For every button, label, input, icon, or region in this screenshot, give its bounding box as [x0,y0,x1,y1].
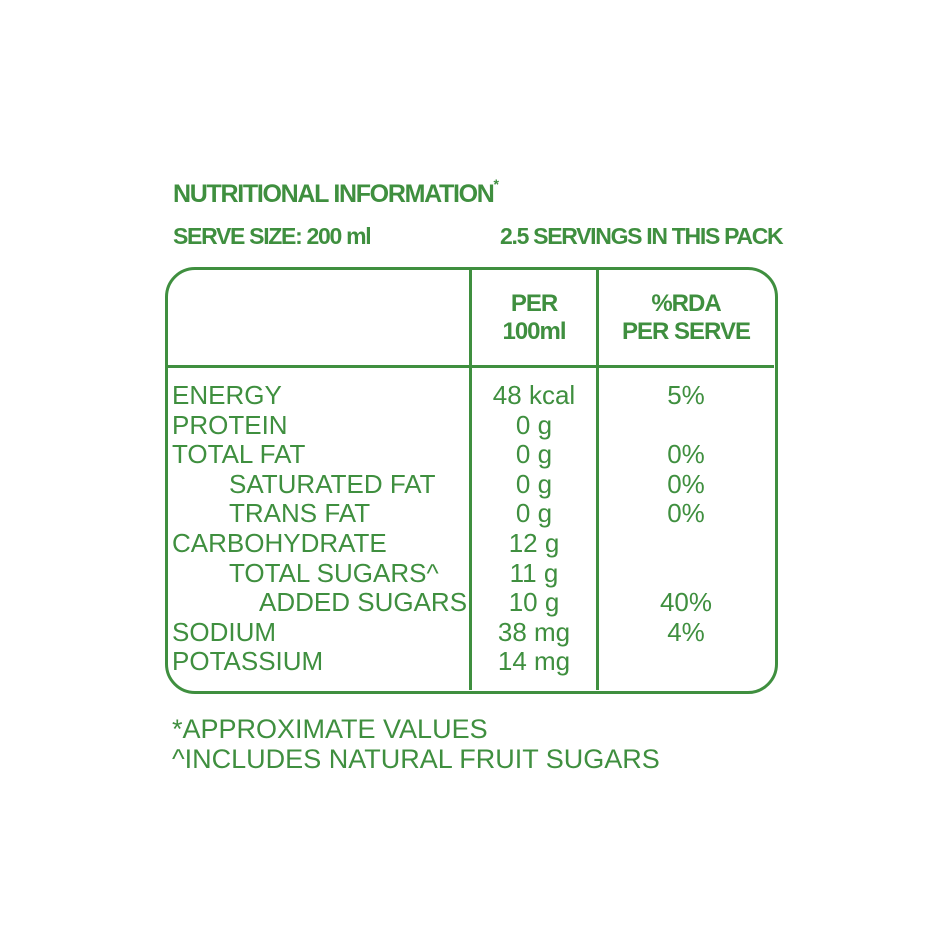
column-divider [596,268,599,690]
nutrient-name: SATURATED FAT [229,468,436,499]
rda-value: 0% [667,439,705,470]
serve-size: SERVE SIZE: 200 ml [173,223,372,249]
per-100ml-value: 14 mg [497,646,571,677]
per-100ml-value: 12 g [508,528,560,558]
per-100ml-value: 10 g [508,587,560,618]
nutrient-name: TOTAL SUGARS^ [229,557,439,588]
header-line: 100ml [502,318,566,345]
title-asterisk: * [493,176,500,192]
per-100ml-value: 48 kcal [492,380,576,410]
header-line: PER [510,290,558,317]
per-100ml-value: 0 g [515,439,553,470]
nutrient-name: PROTEIN [172,409,288,440]
column-header-per-100ml: PER 100ml [470,290,598,346]
header-line: %RDA [651,290,721,317]
header-line: PER SERVE [622,318,751,345]
servings-per-pack: 2.5 SERVINGS IN THIS PACK [500,223,784,249]
footnote-approximate: *APPROXIMATE VALUES [172,714,488,744]
rda-value: 40% [659,587,713,618]
title-text: NUTRITIONAL INFORMATION [173,180,495,208]
rda-value: 0% [667,498,705,529]
nutrient-name: ADDED SUGARS [259,587,468,618]
rda-value: 4% [667,616,705,647]
nutrient-name: TOTAL FAT [172,439,306,470]
nutrient-name: TRANS FAT [229,498,371,529]
nutrient-name: CARBOHYDRATE [172,528,387,558]
column-header-rda: %RDA PER SERVE [598,290,774,346]
nutrient-name: SODIUM [172,616,276,647]
label-title: NUTRITIONAL INFORMATION* [173,176,499,209]
per-100ml-value: 0 g [515,498,553,529]
rda-value: 5% [667,380,705,410]
rda-value: 0% [667,468,705,499]
per-100ml-value: 0 g [515,409,553,440]
per-100ml-value: 0 g [515,468,553,499]
per-100ml-value: 38 mg [497,616,571,647]
footnote-sugars: ^INCLUDES NATURAL FRUIT SUGARS [172,744,660,774]
nutrient-name: POTASSIUM [172,646,324,677]
column-divider [469,268,472,690]
nutrient-name: ENERGY [172,380,282,410]
per-100ml-value: 11 g [509,557,559,588]
